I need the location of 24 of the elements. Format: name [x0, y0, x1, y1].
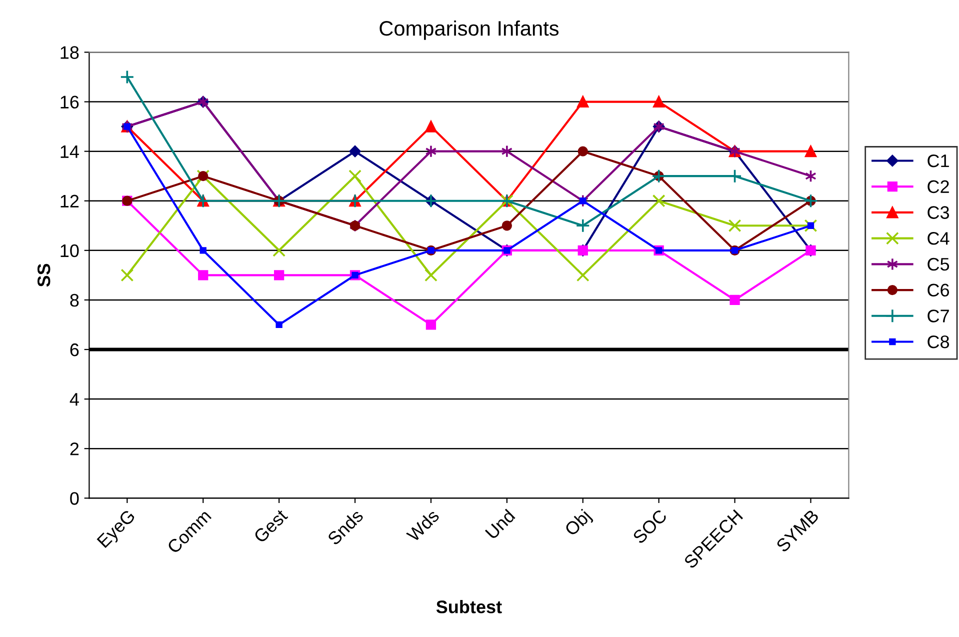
- y-tick-label: 14: [60, 145, 79, 158]
- legend-label: C8: [928, 335, 950, 348]
- y-tick-label: 12: [60, 194, 79, 208]
- x-tick-label: Obj: [564, 508, 594, 540]
- legend-label: C6: [928, 284, 950, 297]
- y-tick-label: 18: [60, 46, 79, 59]
- legend-label: C7: [928, 310, 949, 322]
- y-tick-label: 2: [70, 442, 79, 456]
- y-tick-label: 4: [70, 393, 79, 406]
- y-tick-label: 10: [60, 244, 79, 258]
- legend-label: C2: [928, 180, 949, 194]
- y-tick-label: 6: [70, 343, 79, 356]
- y-axis-title: SS: [37, 264, 50, 287]
- legend-label: C3: [928, 206, 950, 219]
- x-tick-label: Wds: [405, 508, 440, 543]
- y-tick-label: 8: [70, 294, 79, 307]
- legend-label: C5: [928, 258, 950, 271]
- x-tick-label: Und: [484, 508, 516, 540]
- x-axis-title: Subtest: [436, 600, 502, 614]
- y-tick-label: 16: [60, 96, 79, 108]
- legend-label: C4: [928, 232, 950, 245]
- legend-label: C1: [928, 154, 949, 168]
- y-tick-label: 0: [70, 492, 79, 505]
- chart-title: Comparison Infants: [380, 20, 559, 40]
